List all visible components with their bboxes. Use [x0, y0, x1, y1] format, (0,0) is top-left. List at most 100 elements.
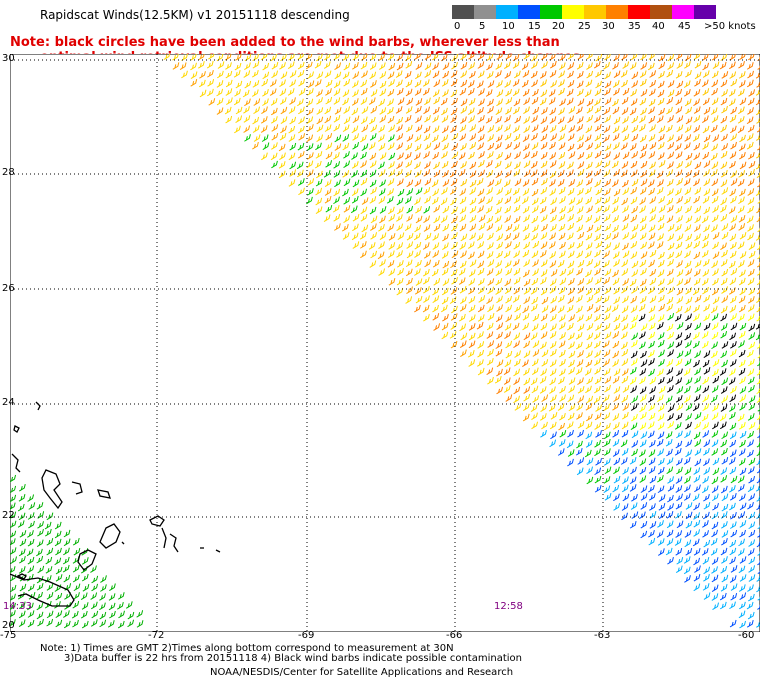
wind-barb: [739, 502, 747, 511]
wind-barb: [513, 332, 521, 341]
wind-barb: [729, 521, 737, 529]
wind-barb: [738, 448, 746, 456]
wind-barb: [414, 79, 422, 88]
wind-barb: [675, 106, 683, 114]
wind-barb: [460, 161, 467, 169]
wind-barb: [99, 619, 107, 628]
wind-barb: [72, 564, 80, 573]
wind-barb: [586, 277, 594, 285]
wind-barb: [486, 196, 493, 205]
wind-barb: [649, 70, 657, 78]
wind-barb: [387, 142, 395, 151]
wind-barb: [586, 476, 594, 485]
wind-barb: [729, 431, 737, 440]
wind-barb: [710, 548, 718, 556]
wind-barb: [505, 161, 512, 170]
wind-barb: [306, 160, 314, 169]
wind-barb: [657, 89, 665, 98]
wind-barb: [199, 89, 207, 98]
wind-barb: [476, 177, 484, 186]
wind-barb: [80, 610, 88, 619]
wind-barb: [657, 339, 665, 348]
wind-barb: [415, 259, 422, 268]
wind-barb: [278, 143, 286, 152]
wind-barb: [693, 394, 701, 402]
wind-barb: [585, 421, 593, 430]
wind-barb: [63, 574, 71, 583]
wind-barb: [459, 313, 466, 322]
wind-barb: [567, 458, 574, 467]
wind-barb: [739, 403, 746, 411]
wind-barb: [604, 376, 612, 384]
wind-barb: [55, 566, 63, 575]
wind-barb: [541, 359, 549, 367]
wind-barb: [720, 566, 728, 574]
wind-barb: [630, 403, 638, 411]
wind-barb: [738, 295, 746, 304]
wind-barb: [10, 520, 17, 529]
wind-barb: [396, 161, 403, 170]
wind-barb: [269, 88, 277, 96]
wind-barb: [622, 232, 630, 240]
wind-barb: [738, 359, 746, 368]
wind-barb: [288, 54, 295, 61]
wind-barb: [604, 143, 612, 152]
wind-barb: [756, 315, 760, 322]
wind-barb: [19, 583, 27, 592]
wind-barb: [495, 142, 502, 150]
wind-barb: [712, 241, 719, 250]
wind-barb: [675, 151, 683, 159]
wind-barb: [658, 503, 666, 511]
wind-barb: [477, 70, 485, 79]
wind-barb: [684, 98, 692, 107]
wind-barb: [594, 412, 602, 421]
wind-barb: [459, 260, 467, 269]
wind-barb: [747, 197, 755, 205]
wind-barb: [539, 277, 547, 285]
wind-barb: [585, 196, 593, 205]
wind-barb: [423, 313, 430, 322]
wind-barb: [756, 82, 760, 88]
wind-barb: [585, 287, 593, 296]
colorbar-swatch-10: [672, 5, 694, 19]
wind-barb: [739, 520, 747, 528]
wind-barb: [433, 161, 440, 170]
wind-barb: [702, 54, 709, 61]
wind-barb: [10, 474, 17, 483]
wind-barb: [342, 71, 350, 80]
wind-barb: [523, 350, 531, 359]
wind-barb: [612, 449, 620, 457]
wind-barb: [656, 322, 664, 330]
wind-barb: [748, 358, 755, 367]
wind-barb: [262, 71, 270, 80]
wind-barb: [370, 215, 378, 224]
wind-barb: [577, 152, 585, 160]
wind-barb: [657, 431, 665, 440]
wind-barb: [243, 70, 251, 78]
wind-barb: [631, 413, 638, 422]
wind-barb: [81, 602, 89, 610]
wind-barb: [593, 60, 601, 69]
wind-barb: [343, 215, 351, 223]
wind-barb: [532, 106, 540, 115]
wind-barb: [46, 547, 54, 556]
wind-barb: [748, 593, 755, 602]
colorbar-swatch-3: [518, 5, 540, 19]
wind-barb: [676, 115, 684, 123]
wind-barb: [370, 187, 377, 195]
wind-barb: [351, 161, 359, 169]
wind-barb: [594, 358, 601, 366]
wind-barb: [485, 160, 493, 168]
wind-barb: [647, 430, 655, 439]
wind-barb: [630, 385, 637, 394]
wind-barb: [739, 493, 746, 502]
wind-barb: [649, 386, 657, 394]
wind-barb: [586, 258, 594, 267]
wind-barb: [747, 548, 755, 556]
wind-barb: [568, 350, 576, 359]
wind-barb: [549, 377, 557, 386]
wind-barb: [487, 151, 494, 159]
wind-barb: [676, 403, 684, 411]
wind-barb: [450, 260, 457, 269]
wind-barb: [368, 97, 376, 105]
